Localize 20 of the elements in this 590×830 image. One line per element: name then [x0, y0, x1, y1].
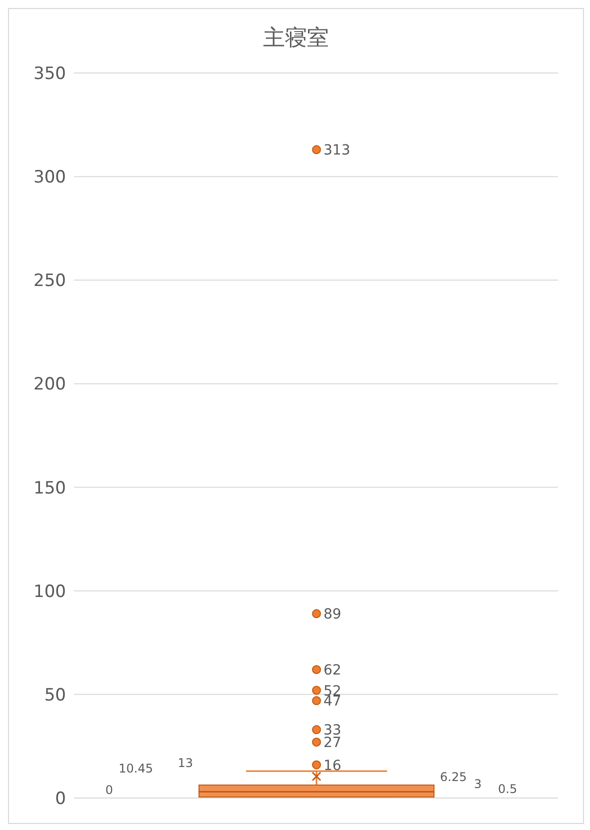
- annotation: 0.5: [498, 782, 518, 796]
- y-tick-label: 0: [55, 789, 66, 810]
- annotation: 0: [105, 783, 113, 797]
- y-tick-label: 200: [34, 374, 66, 395]
- annotation: 313: [324, 142, 350, 159]
- annotation: 89: [324, 606, 342, 623]
- y-tick-label: 150: [34, 478, 66, 498]
- annotation: 62: [324, 662, 342, 679]
- annotation: 6.25: [440, 770, 467, 784]
- y-tick-label: 100: [34, 582, 66, 602]
- chart-title: 主寝室: [262, 25, 330, 53]
- annotation: 27: [324, 735, 342, 752]
- y-tick-label: 300: [34, 168, 66, 188]
- annotation: 3: [474, 776, 482, 791]
- y-tick-label: 250: [34, 271, 66, 292]
- annotation: 10.45: [118, 761, 153, 776]
- y-tick-label: 50: [44, 685, 66, 706]
- annotation: 16: [324, 758, 342, 774]
- y-tick-label: 350: [34, 64, 66, 84]
- annotation: 13: [178, 756, 193, 770]
